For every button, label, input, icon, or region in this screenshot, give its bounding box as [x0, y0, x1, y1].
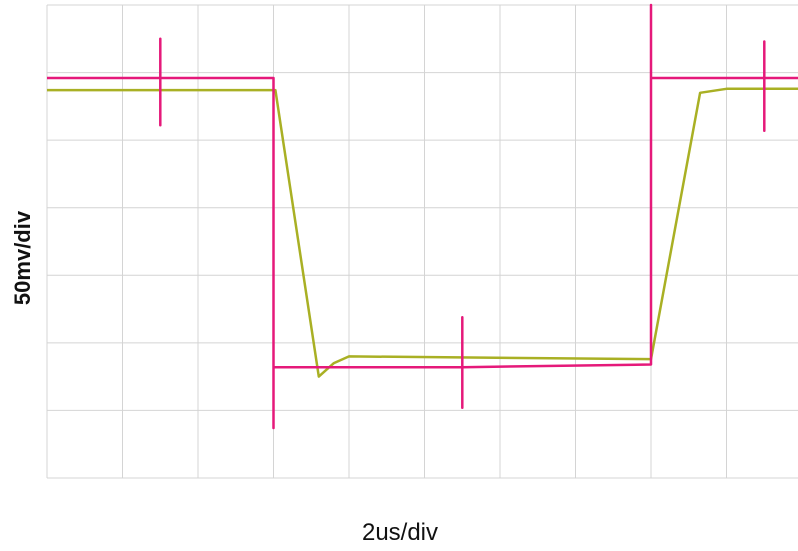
y-axis-label: 50mv/div	[10, 210, 35, 305]
trace	[47, 87, 798, 378]
trace	[47, 3, 798, 430]
x-axis-label: 2us/div	[362, 519, 438, 546]
